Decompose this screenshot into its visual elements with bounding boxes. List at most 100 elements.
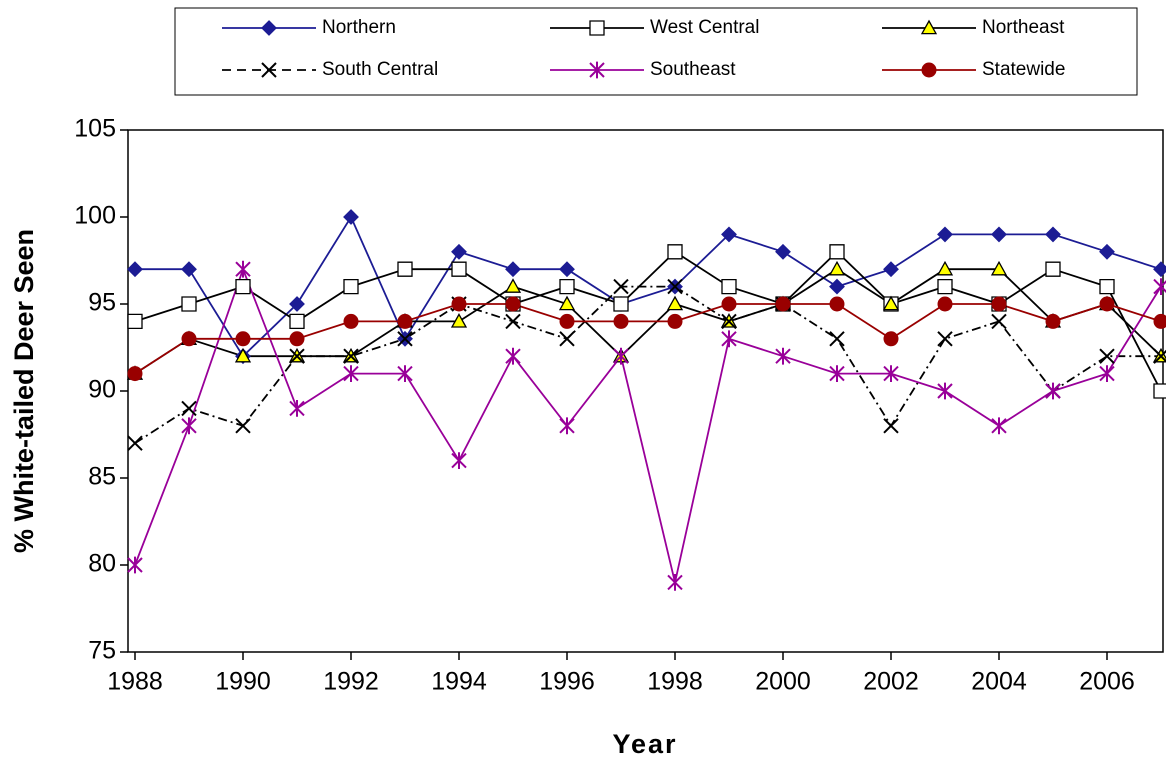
data-point xyxy=(559,331,575,347)
data-point xyxy=(289,313,305,330)
series-line xyxy=(135,215,1162,358)
data-point xyxy=(613,313,629,329)
data-point xyxy=(1153,383,1166,399)
data-point xyxy=(1153,278,1166,295)
x-tick-label: 1988 xyxy=(107,668,163,696)
data-point xyxy=(883,331,899,347)
data-point xyxy=(829,278,845,295)
data-point xyxy=(397,313,413,329)
y-tick-label: 75 xyxy=(88,637,116,665)
data-point xyxy=(613,278,629,295)
y-tick-label: 100 xyxy=(74,202,116,230)
data-point xyxy=(1099,296,1115,312)
data-point xyxy=(775,243,791,260)
data-point xyxy=(937,331,953,347)
x-tick-label: 2004 xyxy=(971,668,1027,696)
data-point xyxy=(1099,243,1115,260)
data-point xyxy=(451,296,467,312)
data-point xyxy=(235,331,251,347)
data-point xyxy=(1045,313,1061,329)
data-point xyxy=(235,278,251,295)
data-point xyxy=(397,331,413,347)
data-point xyxy=(127,313,143,330)
series-line xyxy=(134,268,1162,375)
x-tick-label: 1992 xyxy=(323,668,379,696)
data-point xyxy=(883,418,899,434)
legend-label: Northern xyxy=(322,17,396,38)
x-tick-label: 1990 xyxy=(215,668,271,696)
data-point xyxy=(1153,313,1166,329)
series-line xyxy=(134,266,1162,583)
data-point xyxy=(613,347,629,365)
data-point xyxy=(181,400,197,417)
legend-marker xyxy=(261,20,277,36)
x-tick-label: 1994 xyxy=(431,668,487,696)
data-point xyxy=(883,261,899,278)
data-point xyxy=(127,556,143,574)
data-point xyxy=(721,226,737,243)
legend-label: South Central xyxy=(322,59,438,80)
data-point xyxy=(828,260,846,276)
data-point xyxy=(775,296,791,312)
data-point xyxy=(558,295,576,311)
data-point xyxy=(559,313,575,329)
data-point xyxy=(181,261,197,278)
data-point xyxy=(882,295,900,311)
data-point xyxy=(721,278,737,295)
y-tick-label: 80 xyxy=(88,550,116,578)
data-point xyxy=(343,348,359,364)
data-point xyxy=(666,295,684,311)
data-point xyxy=(1099,348,1115,364)
data-point xyxy=(235,418,251,434)
data-point xyxy=(667,278,683,295)
data-point xyxy=(181,331,197,347)
data-point xyxy=(505,296,521,312)
data-point xyxy=(451,261,467,277)
data-point xyxy=(127,261,143,278)
data-point xyxy=(1045,261,1061,277)
data-point xyxy=(181,296,197,312)
data-point xyxy=(613,296,629,312)
data-point xyxy=(559,261,575,278)
x-tick-label: 2002 xyxy=(863,668,919,696)
data-point xyxy=(936,260,954,276)
data-point xyxy=(504,278,522,293)
data-point xyxy=(721,330,737,348)
data-point xyxy=(505,313,521,330)
data-point xyxy=(937,382,953,400)
data-point xyxy=(289,296,305,312)
data-point xyxy=(289,331,305,347)
legend-label: Northeast xyxy=(982,17,1065,38)
data-point xyxy=(1153,261,1166,278)
data-point xyxy=(505,261,521,278)
data-point xyxy=(343,278,359,295)
data-point xyxy=(721,296,737,312)
legend-marker xyxy=(589,61,605,79)
legend-marker xyxy=(261,62,277,78)
data-point xyxy=(181,417,197,435)
data-point xyxy=(937,278,953,295)
data-point xyxy=(450,313,468,328)
data-point xyxy=(991,313,1007,330)
y-tick-label: 95 xyxy=(88,289,116,317)
data-point xyxy=(667,244,683,260)
data-point xyxy=(505,347,521,365)
x-tick-label: 1998 xyxy=(647,668,703,696)
plot-frame xyxy=(127,129,1164,653)
data-point xyxy=(937,296,953,312)
legend-box xyxy=(174,7,1138,96)
y-tick-label: 90 xyxy=(88,376,116,404)
data-point xyxy=(775,347,791,365)
legend-marker xyxy=(589,20,605,36)
x-tick-label: 1996 xyxy=(539,668,595,696)
data-point xyxy=(451,243,467,260)
legend-marker xyxy=(920,19,938,35)
data-point xyxy=(127,435,143,451)
data-point xyxy=(559,417,575,435)
data-point xyxy=(1045,226,1061,243)
data-point xyxy=(235,260,251,278)
legend-label: West Central xyxy=(650,17,759,38)
x-tick-label: 2006 xyxy=(1079,668,1135,696)
